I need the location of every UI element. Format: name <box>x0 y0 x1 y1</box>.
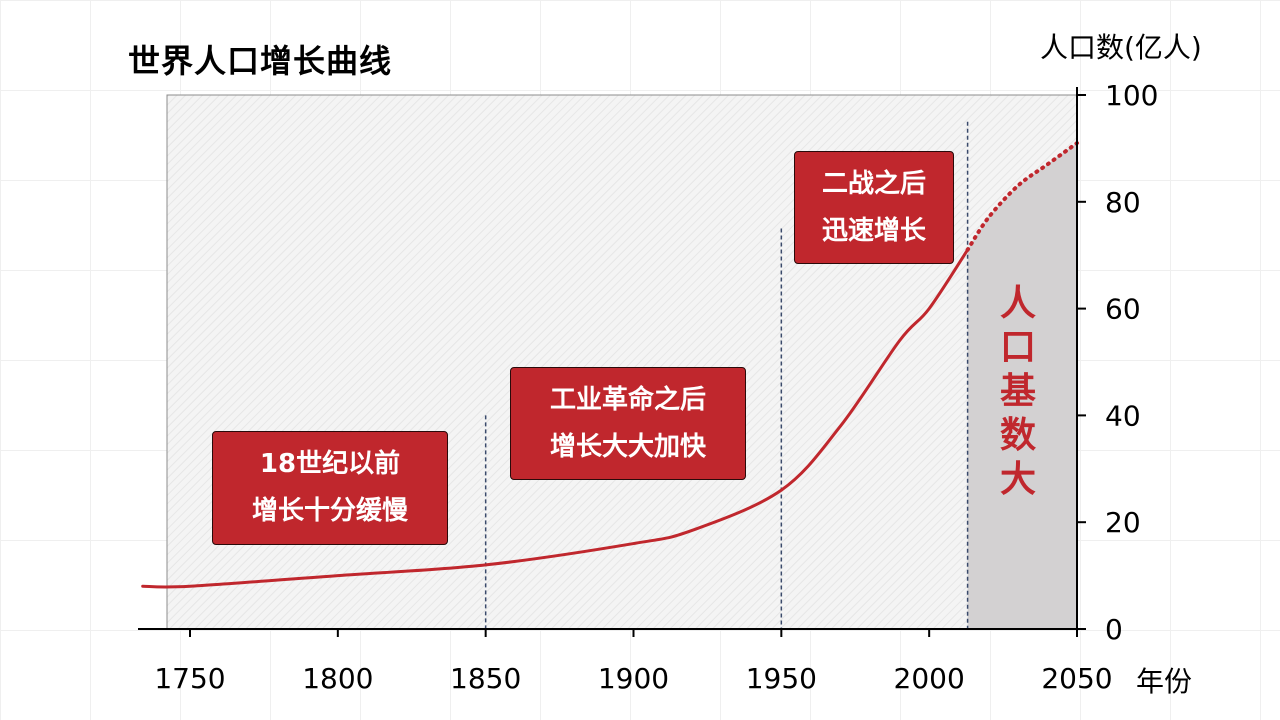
y-axis-unit-label: 人口数(亿人) <box>1040 31 1202 64</box>
x-tick-label-1950: 1950 <box>746 662 817 695</box>
x-tick-label-1850: 1850 <box>450 662 521 695</box>
projection-note-char: 基 <box>999 371 1036 412</box>
population-series-line <box>141 248 970 589</box>
x-tick-label-2000: 2000 <box>894 662 965 695</box>
y-tick-label-60: 60 <box>1105 293 1141 326</box>
x-tick-label-2050: 2050 <box>1041 662 1112 695</box>
y-tick-label-40: 40 <box>1105 399 1141 432</box>
callout-line: 二战之后 <box>821 168 926 199</box>
chart-title: 世界人口增长曲线 <box>128 42 393 80</box>
y-tick-label-20: 20 <box>1105 506 1141 539</box>
y-tick-label-100: 100 <box>1105 79 1158 112</box>
callout-line: 迅速增长 <box>821 215 926 246</box>
projection-note-char: 口 <box>999 327 1036 368</box>
x-axis-unit-label: 年份 <box>1136 665 1193 698</box>
x-tick-label-1800: 1800 <box>302 662 373 695</box>
callout-pre-18th-century: 18世纪以前 增长十分缓慢 <box>212 431 448 545</box>
projection-note-char: 数 <box>999 415 1036 456</box>
projection-note-char: 大 <box>999 459 1036 500</box>
y-tick-label-80: 80 <box>1105 186 1141 219</box>
callout-industrial-revolution: 工业革命之后 增长大大加快 <box>510 367 746 480</box>
callout-line: 增长十分缓慢 <box>251 496 408 526</box>
projection-note-char: 人 <box>999 283 1036 324</box>
y-tick-label-0: 0 <box>1105 613 1123 646</box>
projection-region <box>967 143 1077 629</box>
projection-note: 人 口 基 数 大 <box>990 282 1046 502</box>
x-tick-label-1900: 1900 <box>598 662 669 695</box>
callout-line: 增长大大加快 <box>549 431 706 462</box>
x-tick-label-1750: 1750 <box>154 662 225 695</box>
callout-post-ww2: 二战之后 迅速增长 <box>794 151 954 264</box>
callout-line: 工业革命之后 <box>549 384 706 415</box>
callout-line: 18世纪以前 <box>259 449 401 479</box>
